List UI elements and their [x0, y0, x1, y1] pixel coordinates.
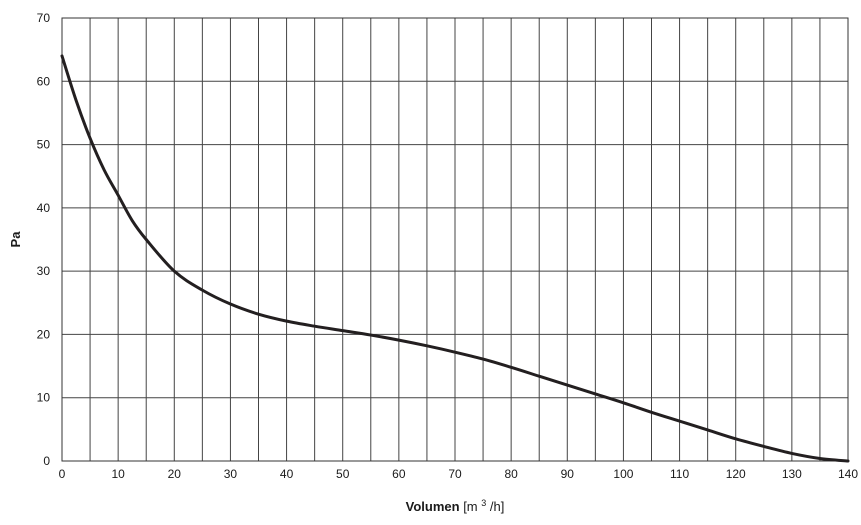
x-tick-label: 0 [59, 467, 66, 481]
x-tick-label: 30 [224, 467, 238, 481]
x-tick-label: 120 [726, 467, 746, 481]
y-tick-label: 10 [37, 391, 51, 405]
x-tick-label: 80 [504, 467, 518, 481]
x-axis-title-main: Volumen [406, 499, 460, 514]
y-tick-label: 70 [37, 11, 51, 25]
x-axis-unit-suffix: /h] [490, 499, 504, 514]
x-tick-label: 130 [782, 467, 802, 481]
x-axis-title: Volumen [m 3 /h] [406, 494, 505, 514]
y-tick-label: 0 [43, 454, 50, 468]
x-tick-label: 100 [613, 467, 633, 481]
x-tick-label: 10 [111, 467, 125, 481]
y-tick-label: 50 [37, 138, 51, 152]
x-tick-label: 60 [392, 467, 406, 481]
y-tick-label: 20 [37, 327, 51, 341]
y-axis-title: Pa [8, 231, 23, 248]
x-tick-label: 70 [448, 467, 462, 481]
x-tick-label: 110 [670, 467, 689, 481]
x-axis-unit-superscript: 3 [481, 498, 486, 508]
x-tick-label: 20 [168, 467, 182, 481]
series-line [60, 54, 850, 463]
plot-frame [61, 17, 849, 462]
x-tick-labels: 0 10 20 30 40 50 60 70 80 90 100 110 120 130 140 [59, 467, 859, 481]
x-tick-label: 40 [280, 467, 294, 481]
y-tick-label: 60 [37, 74, 51, 88]
x-tick-label: 50 [336, 467, 350, 481]
y-tick-label: 40 [37, 201, 51, 215]
x-tick-label: 140 [838, 467, 858, 481]
y-tick-labels: 0 10 20 30 40 50 60 70 [37, 11, 51, 468]
y-tick-label: 30 [37, 264, 51, 278]
x-axis-unit-prefix: [m [463, 499, 477, 514]
x-tick-label: 90 [561, 467, 575, 481]
vertical-gridlines [61, 18, 849, 461]
